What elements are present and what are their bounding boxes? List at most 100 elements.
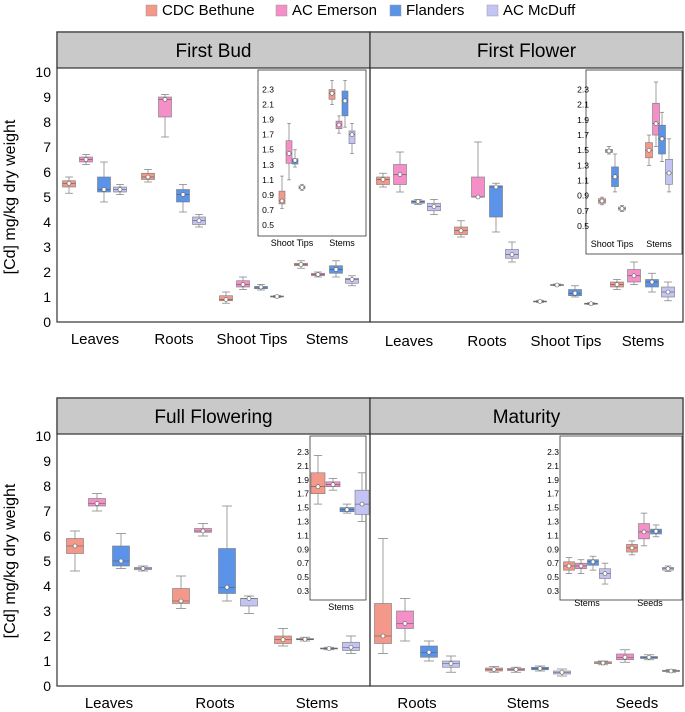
box-plot xyxy=(662,668,680,674)
inset-y-tick-label: 1.1 xyxy=(547,530,559,540)
box-mean-marker xyxy=(665,289,671,295)
box-plot xyxy=(553,668,571,677)
box-plot xyxy=(454,220,468,238)
box-plot xyxy=(236,276,250,290)
box-mean-marker xyxy=(619,206,625,211)
box-plot xyxy=(393,151,407,193)
box-mean-marker xyxy=(66,180,72,186)
box-mean-marker xyxy=(629,545,635,551)
y-axis-label: [Cd] mg/kg dry weight xyxy=(2,483,19,638)
inset-y-tick-label: 0.5 xyxy=(547,572,559,582)
box-mean-marker xyxy=(448,661,454,666)
box-plot xyxy=(550,282,564,288)
inset-y-tick-label: 1.3 xyxy=(297,516,309,526)
box-mean-marker xyxy=(101,187,107,192)
box-plot xyxy=(158,94,172,138)
inset-x-category-label: Shoot Tips xyxy=(271,238,314,248)
x-category-label: Stems xyxy=(306,331,349,348)
y-tick-label: 2 xyxy=(43,628,51,644)
x-category-label: Roots xyxy=(397,695,436,712)
box-plot xyxy=(218,505,236,602)
box-plot xyxy=(376,172,390,188)
inset-y-tick-label: 0.7 xyxy=(577,206,589,216)
box-mean-marker xyxy=(578,563,584,569)
box-mean-marker xyxy=(302,636,308,642)
box-mean-marker xyxy=(380,633,386,639)
inset-y-tick-label: 0.5 xyxy=(297,572,309,582)
y-tick-label: 3 xyxy=(43,603,51,619)
box-mean-marker xyxy=(402,621,408,626)
box-mean-marker xyxy=(180,192,186,197)
box-mean-marker xyxy=(649,279,655,285)
box-plot xyxy=(141,169,155,183)
inset-y-tick-label: 2.1 xyxy=(297,461,309,471)
legend-label: CDC Bethune xyxy=(162,2,255,19)
box-mean-marker xyxy=(299,185,305,190)
inset-chart: 0.3 0.5 0.7 0.9 1.1 1.3 1.5 1.7 1.9 2.1 2.3 Stems Se… xyxy=(547,435,683,608)
box-mean-marker xyxy=(493,184,499,190)
box-mean-marker xyxy=(145,174,151,180)
x-category-label: Roots xyxy=(467,333,506,350)
x-category-label: Shoot Tips xyxy=(217,331,288,348)
box-plot xyxy=(507,666,525,673)
box-mean-marker xyxy=(292,157,298,163)
box-mean-marker xyxy=(646,147,652,153)
box-plot xyxy=(563,557,575,575)
box-mean-marker xyxy=(349,277,355,282)
box-plot xyxy=(489,182,503,233)
legend-swatch xyxy=(486,4,499,17)
y-tick-label: 9 xyxy=(43,453,51,469)
x-category-label: Stems xyxy=(507,695,550,712)
box-mean-marker xyxy=(178,598,184,604)
box-mean-marker xyxy=(200,528,206,534)
box-plot xyxy=(66,530,84,572)
box-body xyxy=(489,185,503,218)
box-mean-marker xyxy=(397,172,403,177)
box-mean-marker xyxy=(315,484,321,490)
box-plot xyxy=(176,184,190,213)
box-plot xyxy=(348,122,356,154)
box-mean-marker xyxy=(641,529,647,535)
box-mean-marker xyxy=(94,501,100,506)
panel-title: First Bud xyxy=(175,41,251,62)
inset-y-tick-label: 1.1 xyxy=(577,176,589,186)
inset-y-tick-label: 1.5 xyxy=(547,503,559,513)
x-category-label: Leaves xyxy=(71,331,119,348)
box-mean-marker xyxy=(336,122,342,128)
box-plot xyxy=(638,512,650,547)
box-mean-marker xyxy=(458,228,464,234)
box-plot xyxy=(345,275,359,287)
panel-title: First Flower xyxy=(477,41,577,62)
panel-maturity: Maturity Roots Stems Seeds 0.3 0.5 0.7 0.9 1.1 1.… xyxy=(369,397,684,712)
box-body xyxy=(310,472,326,494)
x-category-label: Seeds xyxy=(616,695,659,712)
box-plot xyxy=(113,184,127,195)
box-plot xyxy=(533,299,547,304)
inset-y-tick-label: 0.3 xyxy=(297,586,309,596)
panel-title: Maturity xyxy=(493,407,561,428)
y-tick-label: 0 xyxy=(43,678,51,694)
box-plot xyxy=(278,175,286,209)
box-body xyxy=(374,603,392,644)
box-mean-marker xyxy=(348,644,354,650)
box-body xyxy=(278,190,286,205)
box-mean-marker xyxy=(590,559,596,565)
inset-y-tick-label: 0.7 xyxy=(297,558,309,568)
box-plot xyxy=(505,241,519,263)
box-plot xyxy=(626,540,638,556)
box-mean-marker xyxy=(602,571,608,576)
inset-y-tick-label: 0.9 xyxy=(577,191,589,201)
box-mean-marker xyxy=(653,121,659,126)
inset-y-tick-label: 1.7 xyxy=(297,489,309,499)
box-plot xyxy=(427,199,441,215)
panel-header xyxy=(56,31,371,69)
box-mean-marker xyxy=(606,148,612,154)
inset-y-tick-label: 2.1 xyxy=(547,461,559,471)
panel-header xyxy=(369,31,684,69)
inset-x-category-label: Stems xyxy=(574,598,600,608)
box-mean-marker xyxy=(274,294,280,299)
inset-y-tick-label: 2.3 xyxy=(297,447,309,457)
box-mean-marker xyxy=(224,584,230,590)
